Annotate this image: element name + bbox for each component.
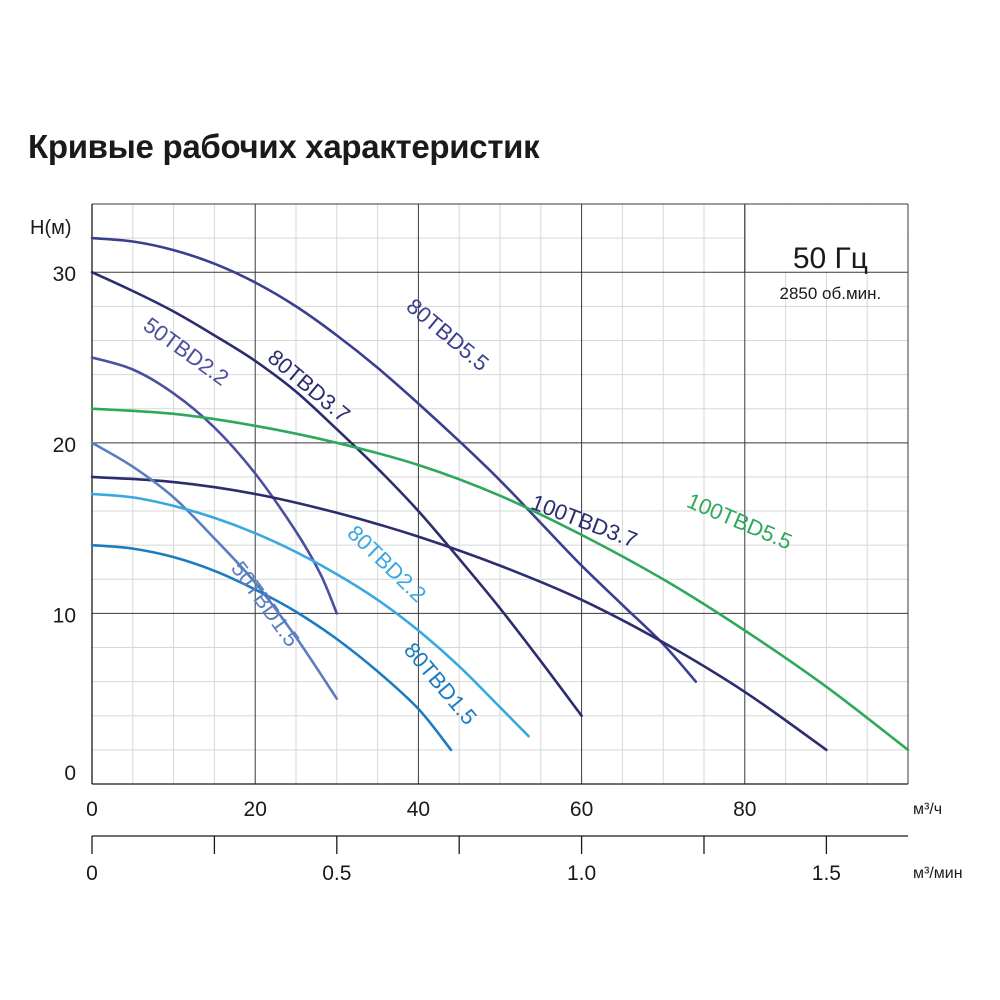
series-line-50tbd2-2 [90,356,339,615]
x2-tick-label: 0.5 [322,862,351,885]
series-line-80tbd3-7 [90,270,583,718]
series-line-100tbd3-7 [90,475,828,752]
chart-title: Кривые рабочих характеристик [28,128,540,165]
x-axis-label: м³/ч [913,801,942,818]
y-tick-label: 0 [64,762,76,785]
curve-label-100tbd5-5: 100TBD5.5 [683,488,795,554]
x2-tick-label: 1.5 [812,862,841,885]
series-line-80tbd2-2 [90,492,530,738]
series-line-100tbd5-5 [90,407,910,752]
y-tick-label: 20 [53,434,76,457]
curve-label-100tbd3-7: 100TBD3.7 [528,490,641,553]
series-line-50tbd1-5 [90,441,339,700]
x2-tick-label: 0 [86,862,98,885]
y-tick-label: 30 [53,263,76,286]
annotation-speed: 2850 об.мин. [780,284,882,303]
annotation-frequency: 50 Гц [793,242,868,275]
x-tick-label: 0 [86,798,98,821]
x2-tick-label: 1.0 [567,862,596,885]
curve-label-80tbd3-7: 80TBD3.7 [263,344,355,427]
series-line-80tbd1-5 [90,543,453,752]
x-tick-label: 40 [407,798,430,821]
series-line-80tbd5-5 [90,236,698,683]
x-tick-label: 20 [244,798,267,821]
x-tick-label: 80 [733,798,756,821]
x2-axis-label: м³/мин [913,865,963,882]
curve-label-50tbd1-5: 50TBD1.5 [226,556,304,651]
curve-label-80tbd5-5: 80TBD5.5 [402,293,494,376]
y-tick-label: 10 [53,604,76,627]
x-tick-label: 60 [570,798,593,821]
y-axis-label: H(м) [30,217,72,239]
annotation-box [745,205,907,272]
